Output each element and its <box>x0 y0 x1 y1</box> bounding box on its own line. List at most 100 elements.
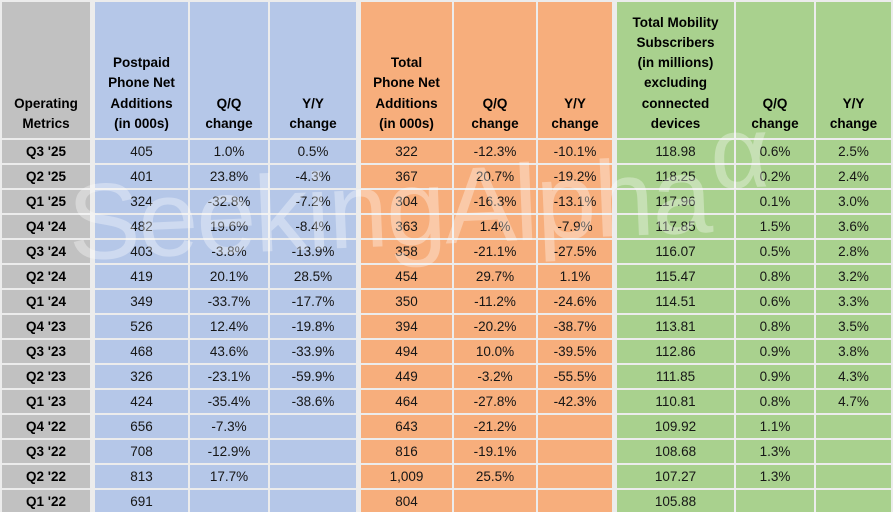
row-label: Q3 '22 <box>2 440 90 463</box>
data-cell: -3.2% <box>454 365 536 388</box>
row-label: Q2 '23 <box>2 365 90 388</box>
table-row: Q1 '24 349 -33.7% -17.7% 350 -11.2% -24.6% 114.… <box>2 290 891 313</box>
data-cell: 0.8% <box>736 265 814 288</box>
data-cell: -27.8% <box>454 390 536 413</box>
data-cell: -27.5% <box>538 240 612 263</box>
table-row: Q2 '25 401 23.8% -4.3% 367 20.7% -19.2% 118.25 0… <box>2 165 891 188</box>
data-cell: -16.3% <box>454 190 536 213</box>
data-cell <box>538 440 612 463</box>
data-cell: 464 <box>358 390 452 413</box>
row-label: Q3 '25 <box>2 140 90 163</box>
data-cell: -42.3% <box>538 390 612 413</box>
data-cell: 349 <box>92 290 188 313</box>
data-cell <box>270 465 356 488</box>
data-cell: 1.4% <box>454 215 536 238</box>
data-cell: 20.7% <box>454 165 536 188</box>
data-cell: -4.3% <box>270 165 356 188</box>
data-cell: 468 <box>92 340 188 363</box>
table-row: Q3 '23 468 43.6% -33.9% 494 10.0% -39.5% 112.86… <box>2 340 891 363</box>
data-cell: -3.8% <box>190 240 268 263</box>
data-cell: 0.6% <box>736 140 814 163</box>
data-cell: -39.5% <box>538 340 612 363</box>
table-row: Q4 '22 656 -7.3% 643 -21.2% 109.92 1.1% <box>2 415 891 438</box>
data-cell <box>270 440 356 463</box>
data-cell: -13.1% <box>538 190 612 213</box>
data-cell: -8.4% <box>270 215 356 238</box>
data-cell: 526 <box>92 315 188 338</box>
data-cell: 113.81 <box>614 315 734 338</box>
data-cell: 656 <box>92 415 188 438</box>
data-cell: 304 <box>358 190 452 213</box>
data-cell: 419 <box>92 265 188 288</box>
row-label: Q2 '22 <box>2 465 90 488</box>
data-cell: 0.5% <box>270 140 356 163</box>
data-cell <box>190 490 268 512</box>
row-label: Q2 '24 <box>2 265 90 288</box>
data-cell: -32.8% <box>190 190 268 213</box>
data-cell: -11.2% <box>454 290 536 313</box>
data-cell: 3.5% <box>816 315 891 338</box>
data-cell: 804 <box>358 490 452 512</box>
data-cell: 0.8% <box>736 315 814 338</box>
data-cell: -13.9% <box>270 240 356 263</box>
data-cell: 2.4% <box>816 165 891 188</box>
column-header-postpaid-qq-change: Q/Q change <box>190 2 268 138</box>
data-cell: -23.1% <box>190 365 268 388</box>
data-cell: -33.9% <box>270 340 356 363</box>
data-cell: 0.6% <box>736 290 814 313</box>
data-cell: 401 <box>92 165 188 188</box>
data-cell: 1,009 <box>358 465 452 488</box>
table-row: Q3 '24 403 -3.8% -13.9% 358 -21.1% -27.5% 116.0… <box>2 240 891 263</box>
data-cell: -12.3% <box>454 140 536 163</box>
data-cell: 110.81 <box>614 390 734 413</box>
data-cell: 3.6% <box>816 215 891 238</box>
data-cell: 358 <box>358 240 452 263</box>
data-cell: 0.1% <box>736 190 814 213</box>
table-row: Q1 '23 424 -35.4% -38.6% 464 -27.8% -42.3% 110.… <box>2 390 891 413</box>
row-label: Q1 '23 <box>2 390 90 413</box>
data-cell: 708 <box>92 440 188 463</box>
data-cell: 405 <box>92 140 188 163</box>
data-cell: 1.5% <box>736 215 814 238</box>
data-cell: 28.5% <box>270 265 356 288</box>
data-cell: 19.6% <box>190 215 268 238</box>
row-label: Q4 '24 <box>2 215 90 238</box>
data-cell: -21.2% <box>454 415 536 438</box>
data-cell: 326 <box>92 365 188 388</box>
column-header-total-phone-net-additions: Total Phone Net Additions (in 000s) <box>358 2 452 138</box>
column-header-subscribers-qq-change: Q/Q change <box>736 2 814 138</box>
data-cell: -12.9% <box>190 440 268 463</box>
table-row: Q3 '22 708 -12.9% 816 -19.1% 108.68 1.3% <box>2 440 891 463</box>
data-cell: 424 <box>92 390 188 413</box>
data-cell: -35.4% <box>190 390 268 413</box>
data-cell: 1.1% <box>538 265 612 288</box>
row-label: Q4 '23 <box>2 315 90 338</box>
data-cell: 118.98 <box>614 140 734 163</box>
data-cell: 813 <box>92 465 188 488</box>
data-cell: 107.27 <box>614 465 734 488</box>
data-cell: 4.3% <box>816 365 891 388</box>
row-label: Q3 '23 <box>2 340 90 363</box>
data-cell: 454 <box>358 265 452 288</box>
data-cell: -59.9% <box>270 365 356 388</box>
data-cell: 324 <box>92 190 188 213</box>
data-cell: -19.1% <box>454 440 536 463</box>
data-cell: -17.7% <box>270 290 356 313</box>
data-cell: 1.0% <box>190 140 268 163</box>
row-label: Q1 '24 <box>2 290 90 313</box>
table-row: Q1 '22 691 804 105.88 <box>2 490 891 512</box>
data-cell: 20.1% <box>190 265 268 288</box>
data-cell: 25.5% <box>454 465 536 488</box>
data-cell: 0.8% <box>736 390 814 413</box>
table-row: Q4 '23 526 12.4% -19.8% 394 -20.2% -38.7% 113.8… <box>2 315 891 338</box>
column-header-subscribers-yy-change: Y/Y change <box>816 2 891 138</box>
data-cell <box>270 490 356 512</box>
data-cell: 117.96 <box>614 190 734 213</box>
data-cell <box>270 415 356 438</box>
data-cell: 111.85 <box>614 365 734 388</box>
data-cell: -20.2% <box>454 315 536 338</box>
data-cell <box>538 415 612 438</box>
data-cell: 10.0% <box>454 340 536 363</box>
